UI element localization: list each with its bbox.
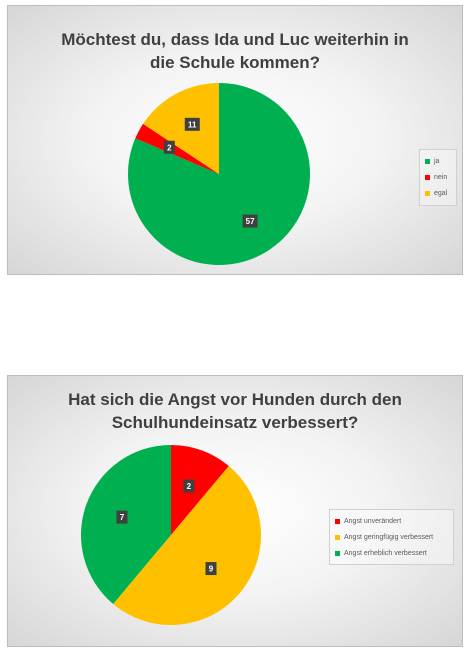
legend-swatch bbox=[335, 550, 340, 556]
legend-label: Angst geringfügig verbessert bbox=[344, 533, 434, 541]
data-label: 11 bbox=[184, 117, 200, 131]
data-label-box bbox=[116, 510, 128, 524]
legend-label: Angst unverändert bbox=[344, 517, 402, 525]
legend-swatch bbox=[425, 190, 430, 196]
pie-slice-angst-unverändert bbox=[171, 445, 229, 535]
chart-panel-fear: Hat sich die Angst vor Hunden durch den … bbox=[7, 375, 463, 647]
legend-swatch bbox=[425, 158, 430, 164]
data-label-text: 57 bbox=[246, 217, 255, 226]
legend-item: Angst geringfügig verbessert bbox=[335, 529, 448, 545]
pie-slice-angst-erheblich-verbessert bbox=[80, 445, 171, 604]
pie-chart: 57 2 11 bbox=[127, 83, 311, 266]
data-label-text: 11 bbox=[188, 120, 197, 129]
chart-legend: ja nein egal bbox=[419, 149, 457, 206]
chart-panel-school: Möchtest du, dass Ida und Luc weiterhin … bbox=[7, 5, 463, 275]
legend-item: ja bbox=[425, 153, 451, 169]
legend-label: Angst erheblich verbessert bbox=[344, 549, 427, 557]
chart-legend: Angst unverändert Angst geringfügig verb… bbox=[329, 509, 454, 565]
pie-slice-nein bbox=[135, 123, 219, 174]
data-label: 2 bbox=[183, 479, 195, 493]
data-label-box bbox=[184, 117, 200, 131]
data-label-text: 9 bbox=[209, 565, 214, 574]
pie-slice-egal bbox=[143, 83, 219, 174]
legend-label: egal bbox=[434, 189, 448, 197]
pie-slice-ja bbox=[127, 83, 311, 266]
legend-swatch bbox=[335, 534, 340, 540]
data-label-box bbox=[242, 214, 258, 228]
chart-title: Möchtest du, dass Ida und Luc weiterhin … bbox=[61, 30, 409, 72]
data-label-text: 2 bbox=[167, 143, 172, 152]
legend-label: nein bbox=[434, 173, 448, 181]
data-label-box bbox=[163, 140, 175, 154]
data-label: 57 bbox=[242, 214, 258, 228]
data-label-box bbox=[205, 562, 217, 576]
data-label: 2 bbox=[163, 140, 175, 154]
pie-chart: 2 9 7 bbox=[80, 445, 262, 625]
pie-slice-angst-geringfügig-verbessert bbox=[113, 466, 262, 625]
data-label-text: 7 bbox=[120, 513, 125, 522]
legend-item: egal bbox=[425, 185, 451, 201]
legend-item: Angst erheblich verbessert bbox=[335, 545, 448, 561]
chart-title: Hat sich die Angst vor Hunden durch den … bbox=[68, 390, 402, 432]
legend-swatch bbox=[425, 174, 430, 180]
data-label-text: 2 bbox=[187, 482, 192, 491]
legend-label: ja bbox=[434, 157, 440, 165]
data-label-box bbox=[183, 479, 195, 493]
legend-swatch bbox=[335, 518, 340, 524]
data-label: 7 bbox=[116, 510, 128, 524]
legend-item: nein bbox=[425, 169, 451, 185]
legend-item: Angst unverändert bbox=[335, 513, 448, 529]
data-label: 9 bbox=[205, 562, 217, 576]
